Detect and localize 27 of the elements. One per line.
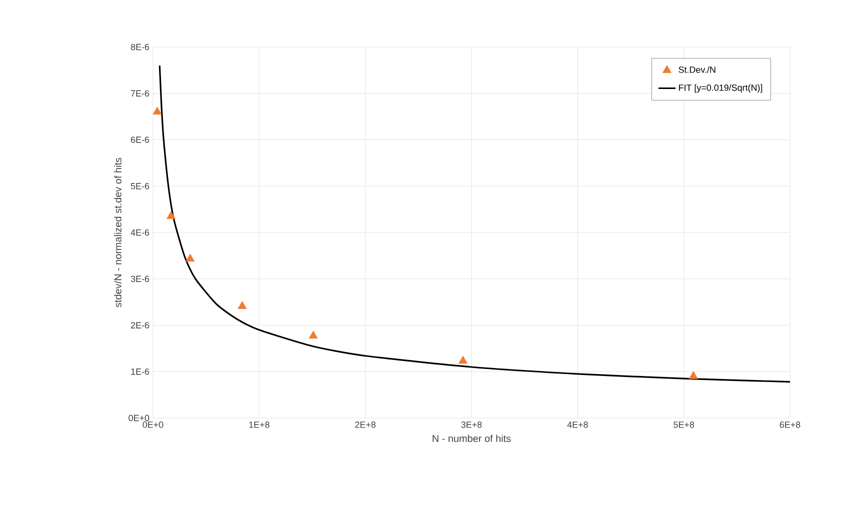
y-tick-label: 7E-6	[130, 90, 150, 97]
point	[186, 254, 195, 262]
y-tick-label: 2E-6	[130, 322, 150, 328]
point	[458, 356, 468, 364]
y-tick-label: 1E-6	[131, 368, 150, 375]
x-tick-label: 4E+8	[567, 422, 588, 428]
point	[688, 371, 698, 379]
x-tick-label: 2E+8	[355, 422, 376, 428]
y-axis-title: stdev/N - normalized st.dev of hits	[114, 158, 122, 308]
y-tick-label: 3E-6	[130, 276, 150, 282]
legend-label: FIT [y=0.019/Sqrt(N)]	[679, 84, 762, 93]
x-tick-label: 5E+8	[674, 422, 694, 428]
x-axis-title: N - number of hits	[432, 434, 511, 442]
point	[238, 301, 247, 309]
y-tick-label: 6E-6	[130, 136, 150, 143]
y-tick-label: 5E-6	[130, 182, 150, 190]
y-tick-label: 4E-6	[130, 229, 150, 236]
y-tick-label: 0E+0	[128, 414, 150, 422]
point	[308, 330, 318, 339]
x-tick-label: 3E+8	[461, 422, 482, 428]
x-tick-label: 1E+8	[249, 422, 270, 428]
x-tick-label: 0E+0	[142, 422, 164, 428]
point	[152, 106, 162, 115]
point	[166, 211, 176, 219]
x-tick-label: 6E+8	[780, 422, 800, 428]
y-tick-label: 8E-6	[130, 44, 150, 50]
legend-label: St.Dev./N	[678, 66, 716, 73]
